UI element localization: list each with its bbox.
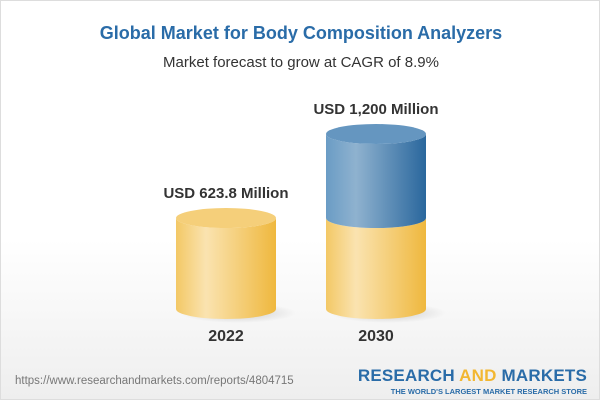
chart-title: Global Market for Body Composition Analy… (99, 23, 503, 43)
cylinder-2022 (176, 218, 276, 319)
source-url[interactable]: https://www.researchandmarkets.com/repor… (15, 375, 294, 387)
research-and-markets-logo: RESEARCH AND MARKETS THE WORLD'S LARGEST… (357, 366, 587, 396)
cylinder-top-2022 (176, 208, 276, 229)
cylinder-top-2030 (326, 124, 426, 144)
data-label-2030: USD 1,200 Million (313, 101, 438, 118)
data-label-2022: USD 623.8 Million (163, 185, 288, 202)
cylinder-growth-segment-2030 (326, 134, 426, 229)
cylinder-chart: USD 623.8 Million 2022 USD 1,200 Million 20… (163, 101, 446, 345)
category-label-2022: 2022 (208, 328, 244, 345)
cylinder-base-segment-2030 (326, 218, 426, 319)
chart-subtitle: Market forecast to grow at CAGR of 8.9% (163, 54, 439, 71)
category-label-2030: 2030 (358, 328, 394, 345)
